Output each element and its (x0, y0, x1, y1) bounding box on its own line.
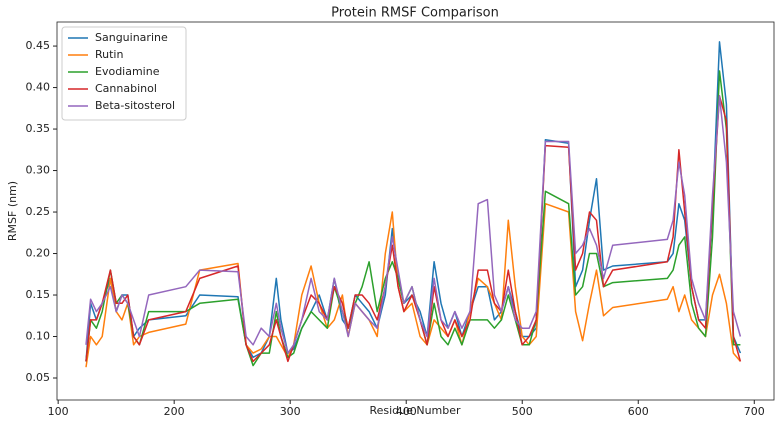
x-tick-label: 700 (744, 405, 765, 418)
y-axis-label: RMSF (nm) (6, 181, 19, 241)
x-tick-label: 100 (48, 405, 69, 418)
legend-box (61, 26, 187, 121)
series-line (85, 95, 742, 354)
y-tick-label: 0.35 (26, 122, 51, 135)
y-tick-label: 0.05 (26, 371, 51, 384)
legend-label: Rutin (95, 48, 123, 61)
x-axis-label: Residue Number (369, 404, 461, 417)
series-line (85, 95, 742, 363)
y-tick-label: 0.25 (26, 205, 51, 218)
x-tick-label: 400 (396, 405, 417, 418)
x-tick-label: 300 (280, 405, 301, 418)
legend-label: Beta-sitosterol (95, 99, 175, 112)
x-tick-label: 500 (512, 405, 533, 418)
y-tick-label: 0.20 (26, 247, 51, 260)
y-tick-label: 0.30 (26, 164, 51, 177)
plot-frame (56, 21, 775, 401)
y-tick-label: 0.40 (26, 81, 51, 94)
x-tick-label: 600 (628, 405, 649, 418)
legend-label: Cannabinol (95, 82, 157, 95)
y-tick-label: 0.15 (26, 288, 51, 301)
legend-label: Evodiamine (95, 65, 160, 78)
x-tick-label: 200 (164, 405, 185, 418)
series-line (85, 202, 741, 368)
y-tick-label: 0.45 (26, 39, 51, 52)
y-tick-label: 0.10 (26, 330, 51, 343)
legend-label: Sanguinarine (95, 31, 168, 44)
chart-title: Protein RMSF Comparison (331, 6, 499, 21)
